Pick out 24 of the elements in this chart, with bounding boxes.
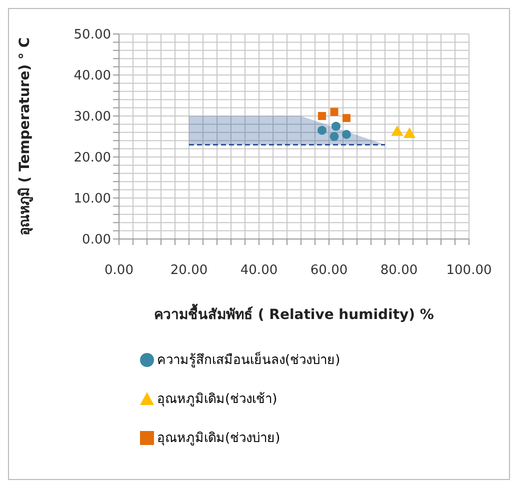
point (342, 114, 350, 122)
point (330, 108, 338, 116)
y-tick-label: 30.00 (74, 110, 111, 125)
legend-label: อุณหภูมิเดิม(ช่วงเช้า) (157, 392, 278, 407)
point (331, 122, 341, 131)
x-tick-label: 100.00 (446, 263, 492, 278)
y-tick-label: 10.00 (74, 192, 111, 207)
point (330, 132, 339, 142)
x-tick-label: 80.00 (380, 263, 418, 278)
x-tick-label: 40.00 (240, 263, 278, 278)
legend-label: อุณหภูมิเดิม(ช่วงบ่าย) (157, 431, 280, 446)
y-tick-label: 40.00 (74, 68, 111, 84)
y-axis-title: อุณหภูมิ ( Temperature) ° C (16, 37, 33, 236)
y-tick-label: 20.00 (74, 150, 111, 166)
point (318, 112, 326, 120)
y-tick-label: 50.00 (74, 28, 111, 43)
x-tick-label: 60.00 (310, 263, 348, 278)
point (317, 126, 327, 135)
legend-label: ความรู้สึกเสมือนเย็นลง(ช่วงบ่าย) (157, 353, 340, 368)
x-axis-title: ความชื้นสัมพัทธ์ ( Relative humidity) % (154, 303, 434, 323)
point (342, 130, 352, 139)
y-tick-label: 0.00 (82, 232, 111, 248)
x-tick-label: 0.00 (104, 263, 134, 278)
x-tick-label: 20.00 (170, 263, 208, 278)
